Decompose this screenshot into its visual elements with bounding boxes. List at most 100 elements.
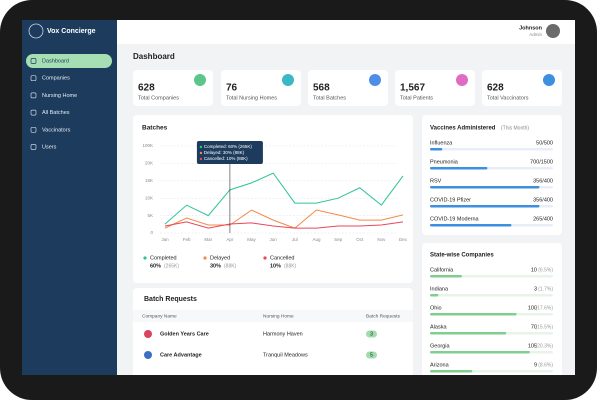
- request-badge: [366, 330, 377, 338]
- x-tick-label: Mar: [204, 237, 212, 242]
- stat-icon: [456, 74, 468, 86]
- company-name: Care Advantage: [160, 352, 202, 358]
- vaccine-count: 700/1500: [530, 159, 553, 165]
- series-line: [164, 209, 404, 229]
- vaccine-count: 50/500: [536, 140, 553, 146]
- x-tick-label: Sep: [334, 237, 343, 242]
- legend-dot: [263, 256, 267, 260]
- state-count: 105: [528, 343, 537, 349]
- column-header: Nursing Home: [263, 313, 294, 319]
- legend-share: 30%: [210, 263, 221, 269]
- nav-item[interactable]: All Batches: [42, 110, 70, 116]
- stat-label: Total Patients: [400, 95, 433, 101]
- column-header: Batch Requests: [366, 313, 400, 319]
- nav-item[interactable]: Companies: [42, 76, 70, 82]
- legend-share: 10%: [270, 263, 281, 269]
- nav-icon: [30, 126, 37, 133]
- state-percent: (20.3%): [535, 343, 553, 349]
- legend-total: (88K): [284, 263, 297, 269]
- vaccine-bar: [430, 224, 512, 227]
- vaccine-bar: [430, 148, 443, 151]
- x-tick-label: Jul: [292, 237, 298, 242]
- tooltip-line: Cancelled: 10% (88K): [204, 156, 248, 161]
- legend-total: (88K): [224, 263, 237, 269]
- nav-icon: [30, 92, 37, 99]
- state-track: [430, 294, 553, 297]
- vaccine-count: 265/400: [533, 216, 553, 222]
- vaccine-name: Influenza: [430, 140, 453, 146]
- nav-item[interactable]: Dashboard: [42, 58, 69, 64]
- company-name: Golden Years Care: [160, 331, 209, 337]
- request-count: 5: [370, 352, 373, 358]
- table-header: [133, 310, 413, 322]
- x-tick-label: Oct: [356, 237, 364, 242]
- state-bar: [430, 313, 517, 316]
- stat-icon: [194, 74, 206, 86]
- tooltip-dot: [199, 151, 203, 155]
- stat-value: 568: [313, 83, 330, 94]
- series-line: [164, 172, 404, 225]
- vaccine-track: [430, 148, 553, 151]
- stat-label: Total Batches: [313, 95, 346, 101]
- y-tick-label: 10K: [145, 195, 153, 200]
- user-role: Admin: [529, 32, 542, 37]
- y-tick-label: 15K: [145, 178, 153, 183]
- stat-card: [395, 70, 475, 106]
- stat-card: [308, 70, 388, 106]
- vaccine-name: RSV: [430, 178, 442, 184]
- vaccine-name: COVID-19 Moderna: [430, 216, 480, 222]
- stat-card: [133, 70, 213, 106]
- state-count: 100: [528, 305, 537, 311]
- column-header: Company Name: [142, 313, 177, 319]
- nav-icon: [30, 58, 37, 64]
- state-name: Arizona: [430, 362, 450, 368]
- nursing-home: Harmony Haven: [263, 331, 303, 337]
- legend-name: Completed: [150, 255, 177, 261]
- top-bar: [117, 20, 575, 44]
- state-percent: (1.7%): [538, 286, 553, 292]
- nursing-home: Tranquil Meadows: [263, 352, 308, 358]
- state-count: 3: [534, 286, 537, 292]
- nav-item[interactable]: Users: [42, 144, 57, 150]
- y-tick-label: 5K: [147, 213, 153, 218]
- state-percent: (8.6%): [538, 362, 553, 368]
- requests-title: Batch Requests: [144, 296, 197, 303]
- nav-item[interactable]: Nursing Home: [42, 93, 77, 99]
- legend-name: Delayed: [210, 255, 230, 261]
- legend-share: 60%: [150, 263, 161, 269]
- stat-label: Total Vaccinators: [487, 95, 529, 101]
- sidebar: [22, 20, 117, 375]
- stat-value: 628: [487, 83, 504, 94]
- stat-value: 76: [226, 83, 238, 94]
- stat-card: [482, 70, 562, 106]
- state-percent: (15.5%): [535, 324, 553, 330]
- state-bar: [430, 332, 507, 335]
- x-tick-label: Jun: [270, 237, 278, 242]
- company-logo: [144, 330, 152, 338]
- state-name: Indiana: [430, 286, 449, 292]
- nav-item[interactable]: Vaccinators: [42, 127, 71, 133]
- states-title: State-wise Companies: [430, 253, 494, 259]
- tooltip-dot: [199, 157, 203, 161]
- state-name: California: [430, 267, 454, 273]
- x-tick-label: May: [247, 237, 256, 242]
- stat-icon: [543, 74, 555, 86]
- vaccine-bar: [430, 167, 488, 170]
- vaccine-count: 356/400: [533, 178, 553, 184]
- avatar[interactable]: [546, 24, 560, 38]
- state-name: Ohio: [430, 305, 442, 311]
- stat-card: [221, 70, 301, 106]
- state-name: Georgia: [430, 343, 451, 349]
- state-bar: [430, 351, 530, 354]
- y-tick-label: 20K: [145, 161, 153, 166]
- request-badge: [366, 351, 377, 359]
- vaccines-title: Vaccines Administered: [430, 126, 496, 132]
- request-count: 3: [370, 331, 373, 337]
- state-count: 10: [531, 267, 537, 273]
- state-bar: [430, 370, 473, 373]
- tooltip-line: Delayed: 30% (88K): [204, 150, 245, 155]
- page-title: Dashboard: [133, 52, 175, 61]
- vaccine-name: Pneumonia: [430, 159, 459, 165]
- company-logo: [144, 351, 152, 359]
